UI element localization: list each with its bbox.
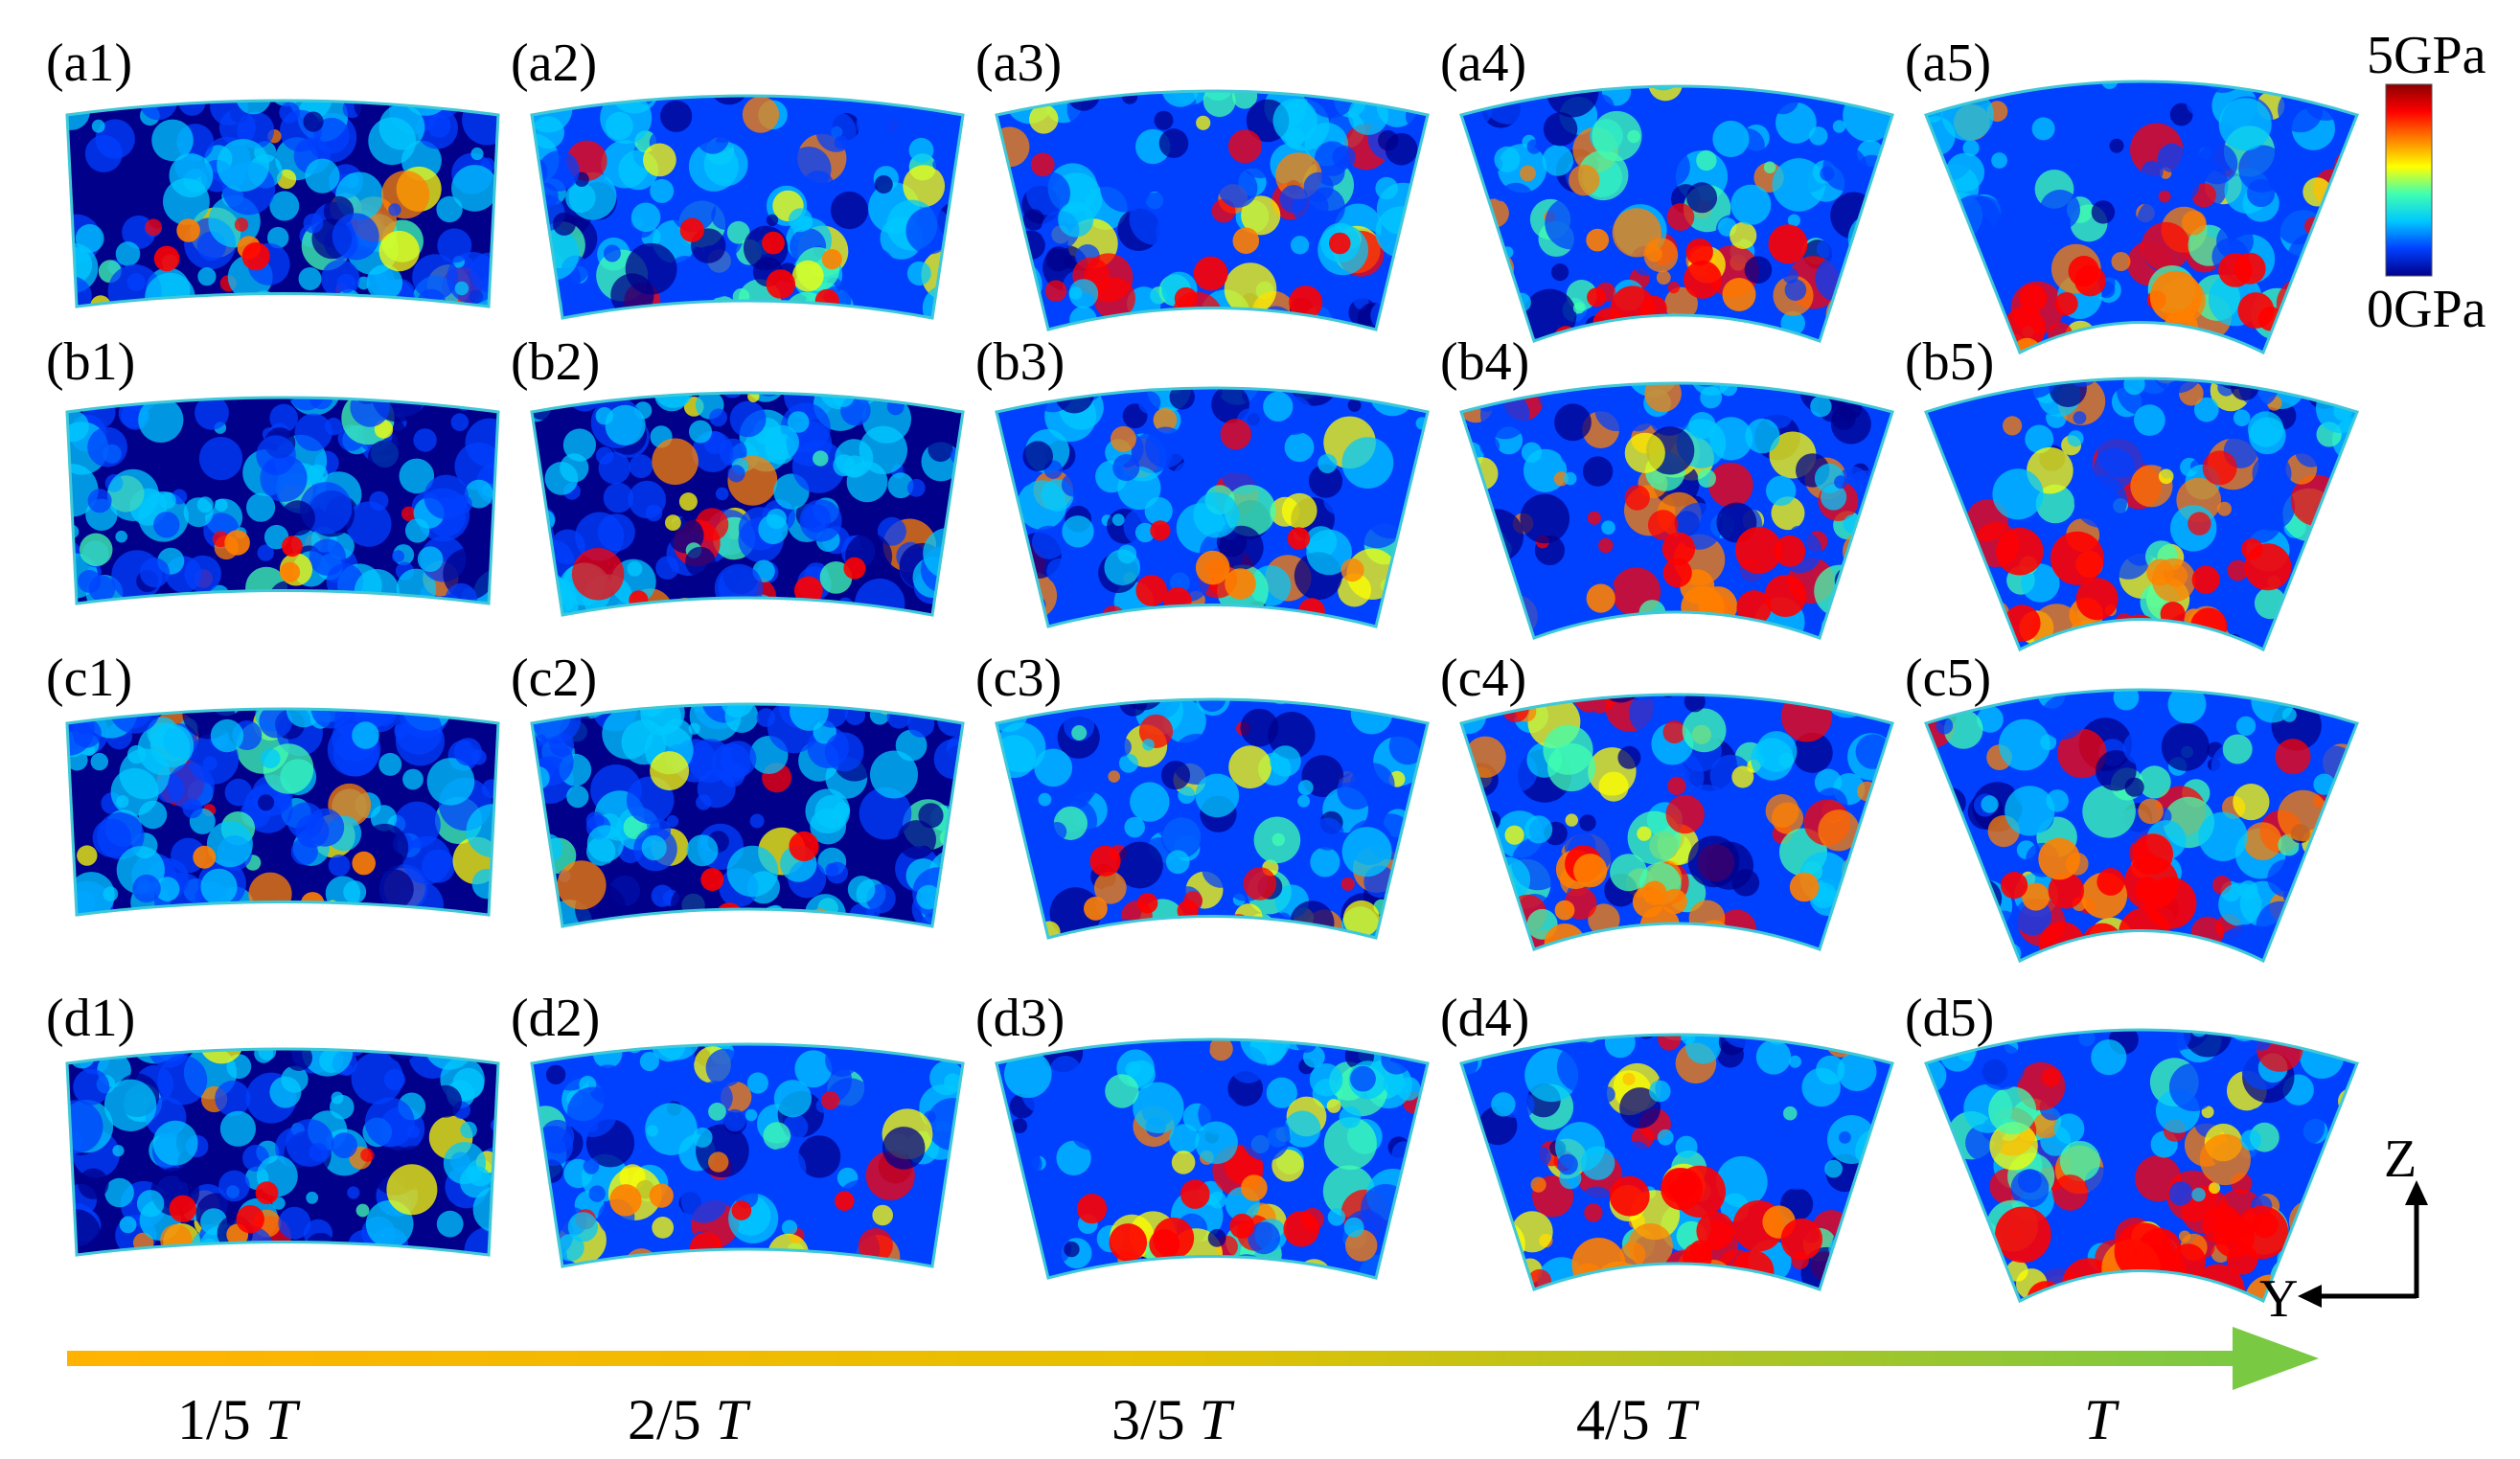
colorbar-max-label: 5GPa (2367, 26, 2486, 85)
time-label: 4/5 T (1576, 1391, 1696, 1448)
panel-label: (a2) (511, 34, 598, 93)
stress-map-panel (67, 1049, 498, 1255)
stress-map-panel (532, 704, 963, 926)
panel-label: (c5) (1905, 649, 1992, 708)
z-axis-label: Z (2384, 1129, 2417, 1189)
panel-outline (995, 386, 1430, 628)
panels-layer (65, 80, 2359, 1304)
panel-outline (530, 391, 965, 617)
stress-map-panel (67, 101, 498, 307)
overlay-layer (67, 83, 2433, 1390)
panel-label: (b2) (511, 332, 601, 392)
time-label: T (2084, 1391, 2116, 1448)
panel-label: (a1) (46, 34, 133, 93)
panel-label: (b4) (1440, 332, 1530, 392)
panel-label: (c3) (975, 649, 1063, 708)
time-fraction: 3/5 (1111, 1388, 1200, 1451)
panel-outline (65, 707, 500, 917)
panel-outline (1924, 1028, 2359, 1304)
panel-outline (995, 89, 1430, 331)
panel-outline (530, 1042, 965, 1268)
stress-map-panel (1461, 86, 1892, 341)
period-symbol: T (1663, 1388, 1697, 1451)
panel-outline (1459, 1033, 1894, 1291)
panel-label: (a4) (1440, 34, 1527, 93)
panel-outline (1459, 381, 1894, 640)
panel-label: (a3) (975, 34, 1063, 93)
y-axis-arrowhead (2298, 1285, 2322, 1308)
panel-outline (65, 99, 500, 308)
time-fraction: 1/5 (177, 1388, 265, 1451)
panel-outline (65, 1047, 500, 1257)
time-fraction: 4/5 (1576, 1388, 1664, 1451)
panel-label: (b1) (46, 332, 136, 392)
panel-label: (c2) (511, 649, 598, 708)
panel-label: (d3) (975, 989, 1065, 1048)
time-arrow-head (2233, 1327, 2319, 1390)
colorbar (2385, 83, 2433, 277)
panel-label: (d1) (46, 989, 136, 1048)
panel-label: (a5) (1905, 34, 1992, 93)
time-label: 1/5 T (177, 1391, 297, 1448)
time-label: 3/5 T (1111, 1391, 1231, 1448)
panel-label: (c4) (1440, 649, 1527, 708)
panel-label: (b5) (1905, 332, 1995, 392)
stress-map-panel (532, 96, 963, 318)
panel-outline (1459, 693, 1894, 951)
panel-outline (995, 697, 1430, 940)
period-symbol: T (264, 1388, 298, 1451)
y-axis-label: Y (2259, 1269, 2299, 1329)
panel-outline (65, 396, 500, 605)
panel-outline (1924, 80, 2359, 355)
panel-label: (c1) (46, 649, 133, 708)
period-symbol: T (1199, 1388, 1232, 1451)
panel-outline (530, 94, 965, 320)
time-fraction: 2/5 (628, 1388, 716, 1451)
colorbar-min-label: 0GPa (2367, 280, 2486, 339)
panel-label: (b3) (975, 332, 1065, 392)
panel-outline (995, 1037, 1430, 1280)
panel-outline (1459, 84, 1894, 343)
stress-map-panel (67, 398, 498, 604)
panel-outline (530, 702, 965, 928)
stress-map-panel (532, 393, 963, 615)
panel-label: (d4) (1440, 989, 1530, 1048)
time-arrow-shaft (67, 1351, 2252, 1366)
panel-label: (d2) (511, 989, 601, 1048)
panel-outline (1924, 688, 2359, 964)
period-symbol: T (2084, 1388, 2117, 1451)
panel-outline (1924, 376, 2359, 652)
time-label: 2/5 T (628, 1391, 747, 1448)
z-axis-arrowhead (2405, 1180, 2428, 1205)
period-symbol: T (715, 1388, 748, 1451)
panel-label: (d5) (1905, 989, 1995, 1048)
